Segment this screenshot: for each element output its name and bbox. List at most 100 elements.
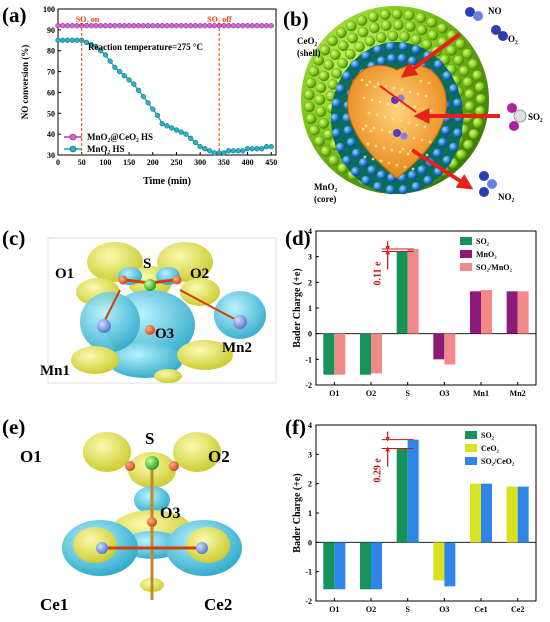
o2-label: O₂ [508, 34, 518, 44]
core-grain [407, 121, 411, 125]
x-tick-label: 450 [265, 158, 277, 167]
label-o2: O2 [208, 447, 230, 466]
core-grain [368, 80, 372, 84]
shell-particle [474, 81, 486, 93]
blue-sphere [423, 175, 433, 185]
core-grain [424, 94, 428, 98]
blue-sphere [432, 148, 443, 158]
data-point-core-shell [202, 23, 208, 29]
data-point-hs [225, 148, 232, 154]
legend-label-so2: SO₂ [481, 431, 495, 440]
shell-particle [387, 30, 399, 42]
data-point-hs [235, 148, 241, 154]
blue-sphere [385, 185, 396, 195]
x-tick-label: Ce2 [511, 605, 524, 614]
bar-mno- [470, 291, 481, 334]
bar-so-mno- [517, 291, 529, 334]
blue-sphere [335, 84, 345, 94]
shell-particle [399, 31, 411, 43]
core-grain [423, 125, 427, 129]
data-point-core-shell [230, 23, 236, 29]
isosurface-lobe [83, 432, 131, 472]
mn1-atom [97, 319, 111, 333]
panel-f-bar-chart: (f) -2 -1 0 1 2 3 4 O1 O2 S O3 Ce1 Ce2 0.29 e SO₂ CeO… [285, 415, 537, 614]
y-tick-label: 3 [308, 450, 312, 459]
no-label: NO [488, 6, 502, 16]
data-point-core-shell [112, 23, 118, 29]
core-grain [427, 81, 431, 85]
core-grain [365, 83, 369, 87]
panel-a-letter: (a) [2, 3, 27, 27]
core-grain [376, 82, 380, 86]
core-molecule-icon [400, 132, 408, 140]
bar-so-mno- [371, 333, 382, 374]
blue-sphere [453, 98, 463, 108]
data-point-hs [183, 131, 189, 137]
data-point-core-shell [150, 23, 156, 29]
panel-c-charge-density-structure: (c) O1 S O2 O3 Mn1 Mn2 [2, 226, 277, 384]
label-ce2: Ce2 [204, 595, 232, 614]
bar-mno- [433, 333, 445, 360]
panel-a-line-chart: (a) 0 50 100 150 200 250 300 350 400 450 30 40 50 60 7… [2, 3, 277, 187]
blue-sphere [376, 56, 387, 66]
panel-e-charge-density-structure: (e) O1 S O2 O3 Ce1 Ce2 [2, 415, 242, 614]
bar-so-mno- [334, 333, 346, 375]
blue-sphere [387, 53, 397, 63]
y-tick-label: 70 [47, 68, 55, 77]
data-point-core-shell [207, 23, 213, 29]
panel-a-y-axis-label: NO conversion (%) [20, 45, 30, 120]
data-point-core-shell [235, 23, 241, 29]
x-tick-label: 50 [78, 158, 86, 167]
data-point-hs [116, 68, 123, 75]
bar-so-ceo- [444, 542, 456, 587]
core-grain [425, 153, 429, 157]
shell-particle [456, 149, 467, 160]
blue-sphere [398, 41, 409, 51]
data-point-hs [150, 106, 156, 112]
x-tick-label: O2 [366, 389, 376, 398]
shell-particle [328, 154, 340, 166]
shell-particle [320, 145, 332, 157]
core-grain [416, 92, 420, 96]
shell-particle [313, 55, 325, 66]
blue-sphere [358, 157, 369, 168]
legend-label-ceo2: CeO₂ [481, 444, 500, 453]
data-point-hs [197, 144, 203, 150]
y-tick-label: 0 [308, 330, 312, 339]
shell-particle [393, 19, 404, 31]
shell-particle [331, 68, 343, 79]
bar-so-mno- [444, 333, 456, 365]
s-atom [145, 456, 159, 470]
data-point-hs [135, 87, 142, 93]
x-tick-label: 250 [170, 158, 182, 167]
core-grain [387, 161, 391, 165]
data-point-hs [178, 129, 184, 135]
panel-f-y-axis-label: Bader Charge (+e) [292, 473, 303, 552]
core-grain [421, 107, 425, 111]
y-tick-label: -2 [305, 381, 312, 390]
bar-mno- [506, 291, 518, 334]
panel-b-core-shell-schematic: (b) NO O₂ SO₂ NO₂ CeO₂ [283, 6, 543, 204]
core-grain [375, 113, 379, 117]
shell-particle [305, 77, 317, 89]
shell-particle [375, 32, 387, 43]
shell-particle [446, 45, 457, 56]
blue-sphere [331, 98, 341, 108]
legend-label-so2: SO₂ [476, 237, 490, 246]
isosurface-lobe [80, 292, 140, 352]
data-point-hs [240, 148, 246, 154]
core-grain [378, 100, 382, 104]
internal-reaction-arrow-icon [379, 85, 417, 113]
legend-swatch-so2-ceo2 [465, 457, 477, 465]
shell-particle [318, 118, 330, 129]
o2-molecule-icon [491, 25, 508, 41]
y-tick-label: 40 [47, 130, 55, 139]
shell-particle [458, 65, 470, 77]
data-point-core-shell [249, 23, 255, 29]
panel-d-legend: SO₂ MnO₂ SO₂/MnO₂ [460, 237, 513, 272]
mn2-atom [233, 315, 247, 329]
legend-swatch-ceo2 [465, 444, 477, 452]
o1-atom [125, 461, 135, 471]
legend-swatch-so2-mno2 [460, 263, 472, 271]
core-grain [403, 165, 407, 169]
